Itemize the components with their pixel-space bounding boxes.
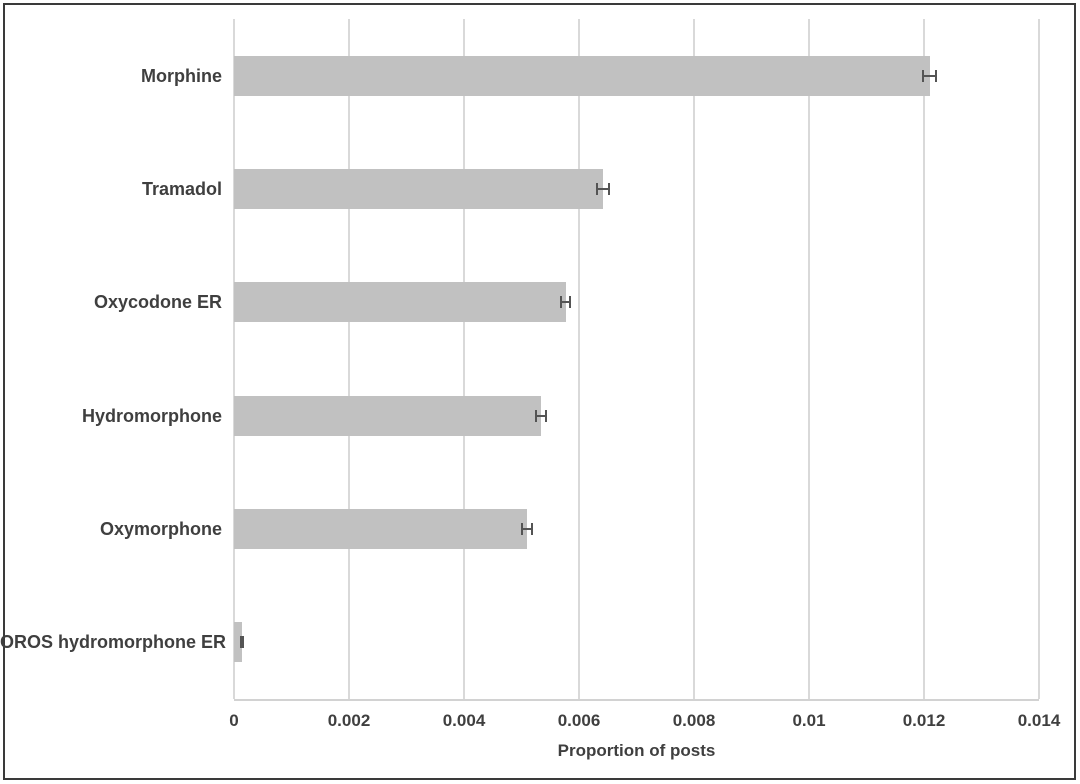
x-tick-label: 0.01	[792, 711, 826, 730]
x-tick-label: 0.002	[327, 711, 371, 730]
x-tick-label: 0.008	[672, 711, 716, 730]
error-bar-cap	[531, 523, 534, 535]
category-label: Hydromorphone	[81, 405, 222, 426]
gridline	[808, 19, 810, 699]
x-axis-line	[234, 699, 1039, 701]
error-bar-cap	[242, 636, 245, 649]
bar	[234, 282, 566, 323]
gridline	[578, 19, 580, 699]
gridline	[923, 19, 925, 699]
bar	[234, 169, 604, 209]
x-tick-label: 0	[229, 711, 239, 730]
error-bar	[561, 301, 571, 304]
bar	[234, 509, 528, 549]
gridline	[233, 19, 235, 699]
plot-area	[233, 19, 1040, 701]
error-bar-cap	[521, 523, 524, 535]
error-bar	[522, 528, 533, 530]
gridline	[348, 19, 350, 699]
error-bar	[535, 414, 547, 417]
gridline	[693, 19, 695, 699]
category-label: Tramadol	[141, 179, 222, 199]
error-bar-cap	[239, 636, 242, 649]
bar	[234, 622, 243, 663]
x-tick-label: 0.006	[557, 711, 601, 730]
error-bar	[923, 74, 937, 77]
bar	[234, 395, 542, 436]
category-label: OROS hydromorphone ER	[0, 632, 227, 653]
error-bar-cap	[534, 409, 537, 422]
x-axis-title: Proportion of posts	[557, 741, 716, 760]
error-bar-cap	[596, 183, 599, 195]
x-tick-label: 0.014	[1017, 711, 1061, 730]
error-bar	[240, 641, 244, 644]
error-bar-cap	[935, 69, 938, 82]
category-label: Oxymorphone	[99, 519, 222, 539]
gridline	[463, 19, 465, 699]
gridline	[1038, 19, 1040, 699]
error-bar-cap	[569, 296, 572, 309]
error-bar-cap	[560, 296, 563, 309]
error-bar-cap	[607, 183, 610, 195]
x-tick-label: 0.012	[902, 711, 946, 730]
error-bar-cap	[545, 409, 548, 422]
x-tick-label: 0.004	[442, 711, 486, 730]
bar	[234, 55, 930, 96]
error-bar-cap	[922, 69, 925, 82]
error-bar	[597, 188, 609, 190]
category-label: Oxycodone ER	[93, 292, 222, 313]
category-label: Morphine	[141, 65, 222, 86]
